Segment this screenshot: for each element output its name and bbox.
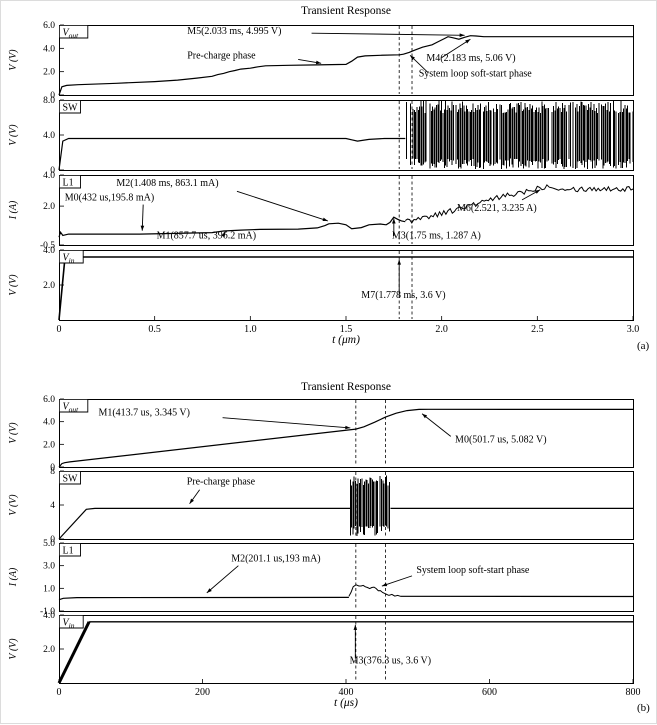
plot-frame — [60, 616, 634, 684]
annotation: M7(1.778 ms, 3.6 V) — [361, 290, 445, 301]
y-tick-label: 4.0 — [43, 611, 55, 621]
annotation: Pre-charge phase — [187, 50, 256, 61]
annotation: M0(432 us,195.8 mA) — [65, 193, 154, 204]
y-tick-label: 3.0 — [43, 562, 55, 572]
y-tick-label: 6.0 — [43, 395, 55, 405]
plot-frame — [60, 251, 634, 321]
y-tick-label: 2.0 — [43, 440, 55, 450]
y-tick-label: 4 — [50, 501, 55, 511]
y-tick-label: 4.0 — [43, 246, 55, 256]
y-axis-label: I (A) — [8, 200, 19, 220]
annotation: M0(501.7 us, 5.082 V) — [455, 435, 546, 446]
y-tick-label: 1.0 — [43, 584, 55, 594]
y-tick-label: 2.0 — [43, 281, 55, 291]
panel-a-tag: (a) — [637, 340, 649, 352]
y-tick-label: 4.0 — [43, 131, 55, 141]
signal-label: L1 — [63, 546, 74, 557]
signal-label: SW — [63, 474, 79, 485]
y-tick-label: 2.0 — [43, 645, 55, 655]
annotation: M4(2.183 ms, 5.06 V) — [426, 53, 515, 64]
annotation: M1(413.7 us, 3.345 V) — [98, 407, 189, 418]
y-tick-label: 4.0 — [43, 171, 55, 181]
annotation: M2(201.1 us,193 mA) — [231, 554, 320, 565]
signal-label: L1 — [63, 178, 74, 189]
y-tick-label: 2.0 — [43, 68, 55, 78]
subplot-a-sw: 8.04.00V (V)SW — [8, 96, 634, 176]
y-axis-label: V (V) — [8, 124, 19, 146]
panel-b-title: Transient Response — [59, 381, 633, 393]
signal-label: SW — [63, 103, 79, 114]
annotation: Pre-charge phase — [187, 477, 256, 488]
y-tick-label: 8 — [50, 467, 55, 477]
annotation: System loop soft-start phase — [416, 565, 530, 576]
y-tick-label: 6.0 — [43, 21, 55, 31]
annotation: M3(1.75 ms, 1.287 A) — [392, 230, 481, 241]
annotation: M1(857.7 us, 396.2 mA) — [157, 230, 256, 241]
annotation: M6(2.521, 3.235 A) — [457, 203, 537, 214]
plot-frame — [60, 544, 634, 612]
annotation: M2(1.408 ms, 863.1 mA) — [116, 178, 218, 189]
panel-a-title: Transient Response — [59, 5, 633, 17]
y-axis-label: I (A) — [8, 567, 19, 587]
switching-noise — [407, 101, 633, 169]
y-axis-label: V (V) — [8, 494, 19, 516]
y-tick-label: 2.0 — [43, 202, 55, 212]
annotation: M5(2.033 ms, 4.995 V) — [187, 26, 281, 37]
y-axis-label: V (V) — [8, 638, 19, 660]
panel-b-tag: (b) — [637, 702, 650, 714]
y-tick-label: 5.0 — [43, 539, 55, 549]
annotation: M3(376.3 us, 3.6 V) — [350, 655, 431, 666]
y-axis-label: V (V) — [8, 49, 19, 71]
y-axis-label: V (V) — [8, 422, 19, 444]
plot-frame — [60, 26, 634, 96]
y-tick-label: 4.0 — [43, 44, 55, 54]
annotation: System loop soft-start phase — [419, 68, 533, 79]
y-tick-label: 8.0 — [43, 96, 55, 106]
panel-b-x-axis-label: t (μs) — [59, 697, 633, 709]
y-tick-label: 4.0 — [43, 418, 55, 428]
y-axis-label: V (V) — [8, 274, 19, 296]
plot-frame — [60, 472, 634, 540]
panel-a-x-axis-label: t (μm) — [59, 334, 633, 346]
